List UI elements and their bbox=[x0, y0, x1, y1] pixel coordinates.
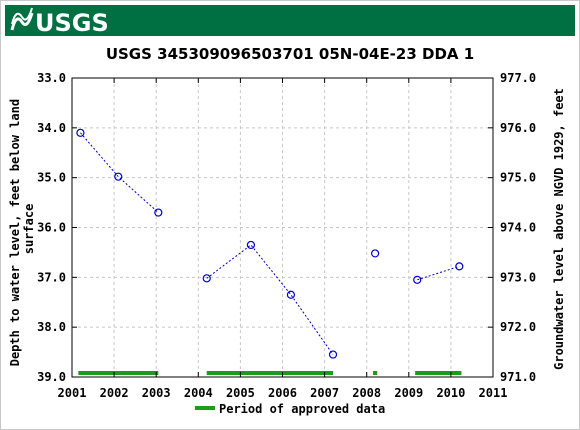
approved-period-bar bbox=[78, 371, 159, 375]
approved-period-bar bbox=[206, 371, 334, 375]
y-left-tick-labels: 33.0 34.0 35.0 36.0 37.0 38.0 39.0 bbox=[37, 71, 66, 384]
data-point bbox=[328, 350, 338, 359]
data-point bbox=[286, 290, 296, 299]
usgs-header-bar bbox=[5, 5, 575, 36]
x-tick-label: 2011 bbox=[479, 386, 508, 400]
y-right-tick-labels: 977.0 976.0 975.0 974.0 973.0 972.0 971.0 bbox=[500, 71, 536, 384]
x-tick-label: 2001 bbox=[58, 386, 87, 400]
x-tick-label: 2004 bbox=[184, 386, 213, 400]
y-left-axis-label: Depth to water level, feet below land su… bbox=[8, 92, 36, 367]
series-line bbox=[80, 132, 159, 213]
grid-lines bbox=[72, 78, 493, 377]
y-right-tick-label: 977.0 bbox=[500, 71, 536, 85]
x-tick-label: 2008 bbox=[352, 386, 381, 400]
x-tick-label: 2002 bbox=[100, 386, 129, 400]
legend-label: Period of approved data bbox=[219, 402, 385, 416]
x-tick-label: 2006 bbox=[268, 386, 297, 400]
approved-period-bar bbox=[415, 371, 462, 375]
approved-periods bbox=[78, 371, 462, 375]
y-left-tick-label: 34.0 bbox=[37, 121, 66, 135]
data-point bbox=[202, 274, 211, 283]
y-left-tick-label: 33.0 bbox=[37, 71, 66, 85]
y-left-tick-label: 36.0 bbox=[37, 221, 66, 235]
y-right-axis-label: Groundwater level above NGVD 1929, feet bbox=[552, 88, 566, 370]
x-tick-label: 2003 bbox=[142, 386, 171, 400]
y-left-axis-label-line1: Depth to water level, feet below land bbox=[8, 99, 22, 366]
y-right-tick-label: 974.0 bbox=[500, 221, 536, 235]
chart-title: USGS 345309096503701 05N-04E-23 DDA 1 bbox=[106, 45, 474, 63]
y-right-tick-label: 976.0 bbox=[500, 121, 536, 135]
series-line bbox=[417, 265, 460, 281]
data-point bbox=[455, 262, 464, 271]
x-tick-labels: 2001 2002 2003 2004 2005 2006 2007 2008 2009 2010… bbox=[58, 386, 508, 400]
x-tick-label: 2007 bbox=[310, 386, 339, 400]
series-lines bbox=[80, 132, 460, 355]
data-point bbox=[114, 172, 123, 181]
series-points bbox=[76, 128, 464, 359]
y-left-tick-label: 39.0 bbox=[37, 370, 66, 384]
usgs-logo-text: USGS bbox=[35, 9, 109, 37]
x-tick-label: 2005 bbox=[226, 386, 255, 400]
y-left-axis-label-line2: surface bbox=[22, 204, 36, 255]
y-left-tick-label: 37.0 bbox=[37, 270, 66, 284]
data-point bbox=[246, 240, 256, 250]
y-left-tick-label: 35.0 bbox=[37, 171, 66, 185]
x-tick-label: 2010 bbox=[436, 386, 465, 400]
data-point bbox=[413, 275, 422, 284]
axis-ticks bbox=[71, 77, 494, 378]
y-right-tick-label: 972.0 bbox=[500, 320, 536, 334]
y-right-tick-label: 975.0 bbox=[500, 171, 536, 185]
usgs-logo-icon bbox=[10, 7, 34, 31]
data-point bbox=[76, 128, 85, 137]
legend-swatch bbox=[195, 406, 215, 410]
approved-period-bar bbox=[373, 371, 378, 375]
data-point bbox=[154, 208, 163, 217]
y-right-tick-label: 971.0 bbox=[500, 370, 536, 384]
legend: Period of approved data bbox=[195, 402, 385, 416]
y-right-tick-label: 973.0 bbox=[500, 270, 536, 284]
data-point bbox=[371, 249, 380, 258]
y-left-tick-label: 38.0 bbox=[37, 320, 66, 334]
x-tick-label: 2009 bbox=[394, 386, 423, 400]
